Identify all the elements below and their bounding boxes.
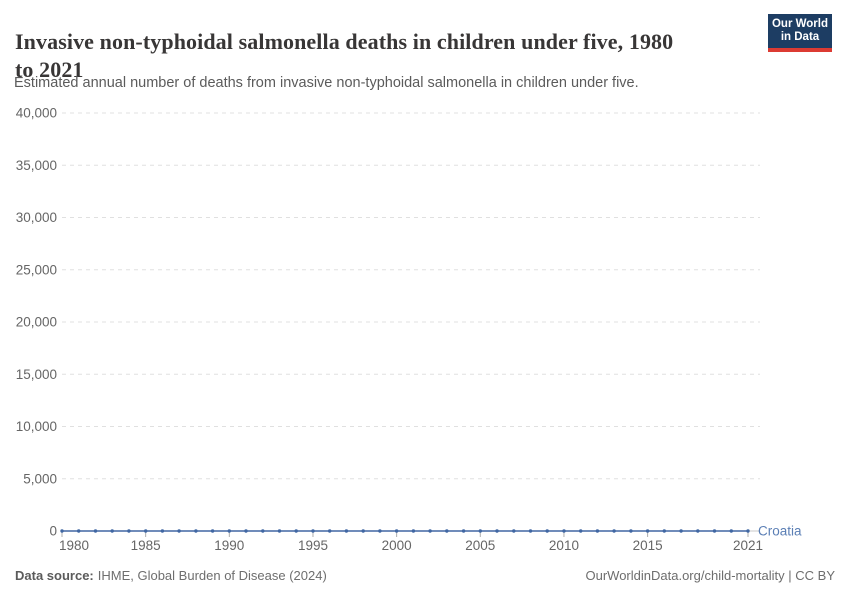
line-chart[interactable]: 0 5,000 10,000 15,000 20,000 25,000 30,000 35,0…	[0, 100, 850, 560]
data-point[interactable]	[595, 529, 600, 533]
data-point[interactable]	[662, 529, 666, 533]
data-source-label: Data source:	[15, 568, 94, 583]
data-point[interactable]	[495, 529, 499, 533]
data-point[interactable]	[127, 529, 131, 533]
data-point[interactable]	[328, 529, 332, 533]
data-source: Data source: IHME, Global Burden of Disea…	[15, 568, 327, 583]
data-point[interactable]	[411, 529, 416, 533]
data-point[interactable]	[478, 529, 482, 533]
data-point[interactable]	[194, 529, 198, 533]
data-point[interactable]	[344, 529, 349, 533]
data-point[interactable]	[428, 529, 432, 533]
data-point[interactable]	[512, 529, 516, 533]
data-point[interactable]	[746, 529, 750, 533]
x-tick-label: 2021	[733, 538, 763, 553]
data-source-value: IHME, Global Burden of Disease (2024)	[97, 568, 327, 583]
footer: Data source: IHME, Global Burden of Disea…	[15, 568, 835, 583]
data-point[interactable]	[729, 529, 733, 533]
data-point[interactable]	[294, 529, 298, 533]
y-tick-label: 35,000	[16, 158, 57, 173]
attribution-link[interactable]: OurWorldinData.org/child-mortality | CC …	[585, 568, 836, 583]
data-point[interactable]	[579, 529, 583, 533]
data-point[interactable]	[445, 529, 449, 533]
data-point[interactable]	[110, 529, 114, 533]
y-tick-label: 5,000	[23, 471, 57, 486]
owid-logo-line1: Our World	[771, 18, 828, 30]
x-tick-label: 1995	[298, 538, 328, 553]
data-point[interactable]	[210, 529, 215, 533]
data-point[interactable]	[629, 529, 633, 533]
y-tick-label: 25,000	[16, 262, 57, 277]
data-point[interactable]	[545, 529, 549, 533]
data-point[interactable]	[361, 529, 365, 533]
data-point[interactable]	[645, 529, 650, 533]
y-tick-label: 20,000	[16, 315, 57, 330]
y-tick-label: 15,000	[16, 367, 57, 382]
page-title-line2: to 2021	[15, 56, 84, 82]
data-point[interactable]	[394, 529, 399, 533]
y-tick-label: 0	[49, 524, 57, 539]
data-point[interactable]	[261, 529, 265, 533]
page-title-line1: Invasive non-typhoidal salmonella deaths…	[15, 28, 674, 54]
x-tick-label: 1980	[59, 538, 89, 553]
data-point[interactable]	[311, 529, 315, 533]
data-point[interactable]	[528, 529, 533, 533]
page-title: Invasive non-typhoidal salmonella deaths…	[15, 28, 755, 84]
data-point[interactable]	[227, 529, 231, 533]
data-point[interactable]	[562, 529, 566, 533]
data-point[interactable]	[461, 529, 466, 533]
y-tick-label: 30,000	[16, 210, 57, 225]
chart-subtitle: Estimated annual number of deaths from i…	[14, 75, 639, 91]
line-chart-svg[interactable]: 0 5,000 10,000 15,000 20,000 25,000 30,000 35,0…	[0, 100, 850, 560]
data-point[interactable]	[177, 529, 181, 533]
owid-logo-line2: in Data	[780, 31, 820, 43]
data-point[interactable]	[144, 529, 148, 533]
series-label[interactable]: Croatia	[758, 524, 802, 539]
data-point[interactable]	[160, 529, 165, 533]
x-tick-label: 1985	[131, 538, 161, 553]
data-point[interactable]	[612, 529, 616, 533]
x-tick-label: 1990	[214, 538, 244, 553]
data-point[interactable]	[679, 529, 683, 533]
x-tick-label: 2000	[382, 538, 412, 553]
x-tick-label: 2005	[465, 538, 495, 553]
data-point[interactable]	[244, 529, 248, 533]
y-tick-label: 40,000	[16, 106, 57, 121]
data-point[interactable]	[712, 529, 717, 533]
x-tick-label: 2010	[549, 538, 579, 553]
data-point[interactable]	[77, 529, 81, 533]
owid-logo[interactable]: Our World in Data	[768, 14, 832, 52]
data-point[interactable]	[378, 529, 382, 533]
data-point[interactable]	[93, 529, 98, 533]
x-tick-label: 2015	[633, 538, 663, 553]
data-point[interactable]	[277, 529, 282, 533]
data-point[interactable]	[60, 529, 64, 533]
y-tick-label: 10,000	[16, 419, 57, 434]
data-point[interactable]	[696, 529, 700, 533]
